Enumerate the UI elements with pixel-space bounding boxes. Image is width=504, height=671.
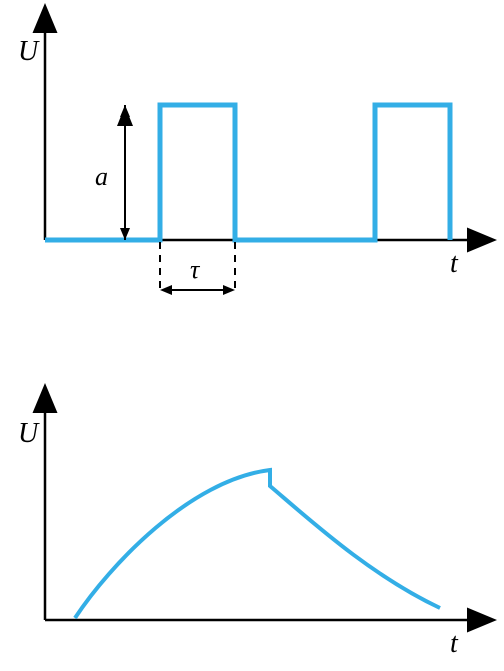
amplitude-label: a [95,162,108,191]
chart1-y-label: U [18,36,40,67]
chart-square-pulse: U t a τ [18,28,472,295]
tau-arrow-right-head [223,285,235,295]
tau-label: τ [190,255,201,284]
diagram-svg: U t a τ U t [0,0,504,671]
amp-arrow-up-head [120,105,130,117]
chart2-x-label: t [450,628,459,659]
rc-response-curve [75,470,440,618]
signal-diagrams: { "chart1": { "type": "line", "y_axis_la… [0,0,504,671]
chart1-x-label: t [450,248,459,279]
chart2-y-label: U [18,418,40,449]
chart-rc-response: U t [18,408,472,659]
tau-arrow-left-head [160,285,172,295]
